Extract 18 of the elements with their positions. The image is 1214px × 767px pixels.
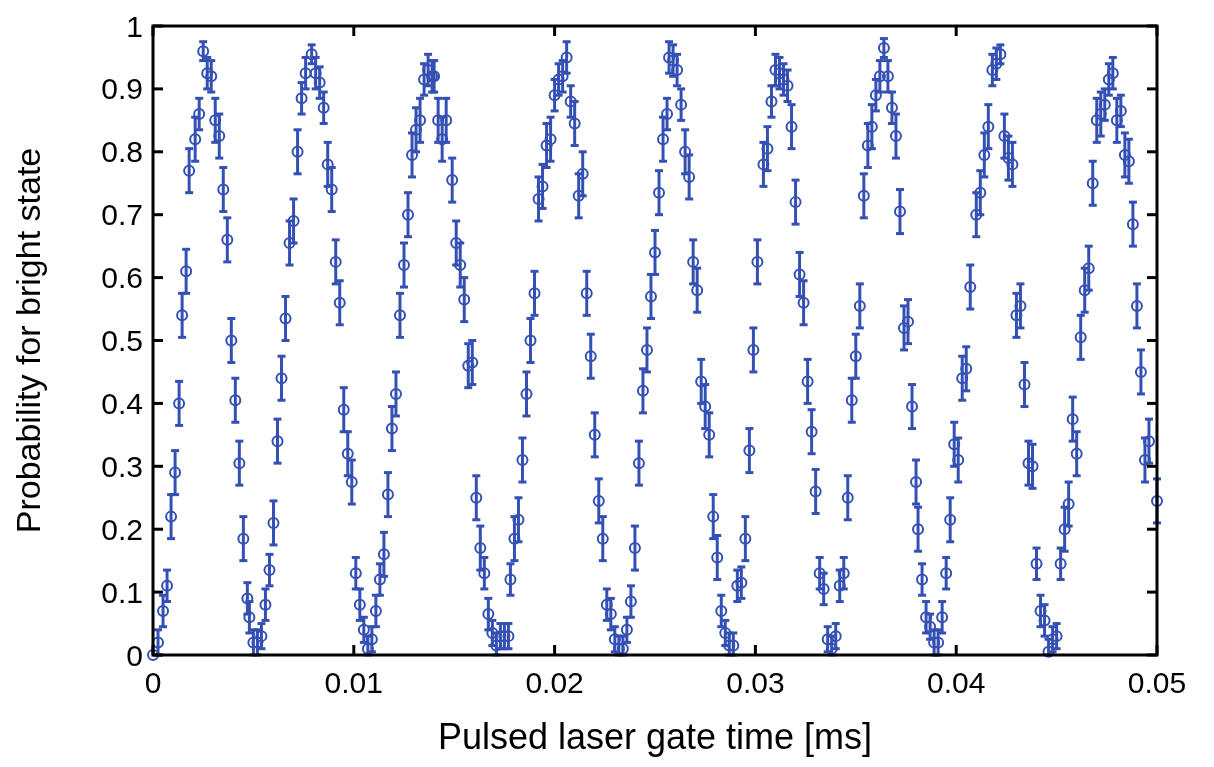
y-tick-label: 0.9 [101,72,143,106]
y-tick-label: 0.2 [101,512,143,546]
x-tick-label: 0.05 [1127,666,1187,699]
x-axis-title: Pulsed laser gate time [ms] [437,716,873,757]
x-tick-label: 0.02 [525,666,584,699]
y-tick-label: 1 [126,9,143,43]
x-tick-label: 0.03 [726,666,785,699]
x-tick-label: 0.04 [927,666,986,699]
y-tick-label: 0.3 [101,449,143,483]
y-tick-label: 0.6 [101,261,143,295]
y-axis-title: Probability for bright state [9,147,47,534]
x-tick-label: 0.01 [324,666,383,699]
y-tick-label: 0.5 [101,324,143,357]
y-tick-label: 0.7 [101,198,143,232]
y-tick-label: 0.8 [101,135,143,169]
y-tick-label: 0.4 [101,386,143,420]
y-tick-label: 0.1 [101,575,143,609]
y-tick-label: 0 [126,638,143,672]
